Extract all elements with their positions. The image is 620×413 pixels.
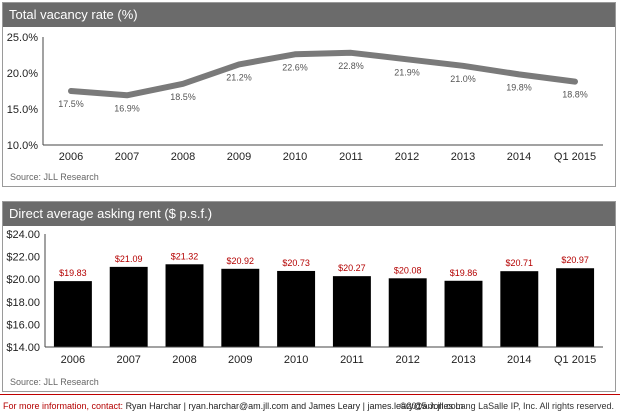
vacancy-x-tick-label: 2007 xyxy=(115,151,139,163)
rent-chart-panel: Direct average asking rent ($ p.s.f.) $1… xyxy=(2,201,616,392)
rent-bar xyxy=(221,268,260,347)
vacancy-chart-panel: Total vacancy rate (%) 10.0% 15.0% 20.0% 25… xyxy=(2,2,616,187)
vacancy-x-tick-label: 2014 xyxy=(507,151,531,163)
vacancy-x-tick-label: 2013 xyxy=(451,151,475,163)
vacancy-x-tick-label: Q1 2015 xyxy=(554,151,596,163)
rent-y-tick-label: $22.00 xyxy=(6,252,40,264)
rent-data-label: $20.92 xyxy=(227,256,255,266)
vacancy-x-tick-label: 2011 xyxy=(339,151,363,163)
rent-y-tick-label: $14.00 xyxy=(6,342,40,354)
vacancy-line-chart: 10.0% 15.0% 20.0% 25.0% 17.5% 2006 16.9% 2007 18… xyxy=(7,32,603,163)
rent-x-tick-label: 2010 xyxy=(284,354,308,366)
rent-x-tick-label: 2008 xyxy=(172,354,196,366)
footer-contact-names: Ryan Harchar | ryan.harchar@am.jll.com a… xyxy=(125,401,464,411)
rent-x-tick-label: 2012 xyxy=(395,354,419,366)
rent-bar xyxy=(556,268,595,347)
vacancy-data-label: 19.8% xyxy=(506,82,532,92)
vacancy-data-label: 21.0% xyxy=(450,74,476,84)
vacancy-data-label: 21.2% xyxy=(226,72,252,82)
rent-x-tick-label: 2007 xyxy=(116,354,140,366)
rent-bar xyxy=(165,264,204,347)
rent-bar xyxy=(109,266,148,347)
rent-y-tick-label: $24.00 xyxy=(6,229,40,241)
rent-chart-title: Direct average asking rent ($ p.s.f.) xyxy=(3,202,615,226)
footer-copyright: ©2015 Jones Lang LaSalle IP, Inc. All ri… xyxy=(399,401,614,411)
rent-x-tick-label: 2009 xyxy=(228,354,252,366)
vacancy-y-tick-label: 20.0% xyxy=(7,68,38,80)
rent-x-tick-label: 2014 xyxy=(507,354,531,366)
vacancy-y-tick-label: 15.0% xyxy=(7,104,38,116)
rent-data-label: $19.86 xyxy=(450,268,478,278)
footer-contact: For more information, contact: Ryan Harc… xyxy=(3,399,463,413)
vacancy-x-tick-label: 2008 xyxy=(171,151,195,163)
vacancy-y-tick-label: 25.0% xyxy=(7,32,38,44)
rent-x-tick-label: Q1 2015 xyxy=(554,354,596,366)
vacancy-x-tick-label: 2006 xyxy=(59,151,83,163)
rent-y-tick-label: $18.00 xyxy=(6,297,40,309)
rent-x-tick-label: 2006 xyxy=(61,354,85,366)
footer-contact-prefix: For more information, contact: xyxy=(3,401,124,411)
vacancy-series-line xyxy=(68,49,578,99)
vacancy-x-tick-label: 2009 xyxy=(227,151,251,163)
rent-bar xyxy=(388,278,427,347)
vacancy-data-label: 18.5% xyxy=(170,92,196,102)
rent-data-label: $21.32 xyxy=(171,251,199,261)
rent-data-label: $21.09 xyxy=(115,254,143,264)
vacancy-x-tick-label: 2010 xyxy=(283,151,307,163)
rent-y-tick-label: $16.00 xyxy=(6,319,40,331)
footer: For more information, contact: Ryan Harc… xyxy=(0,399,620,413)
rent-y-tick-label: $20.00 xyxy=(6,274,40,286)
rent-data-label: $20.73 xyxy=(282,258,310,268)
rent-x-tick-label: 2011 xyxy=(340,354,364,366)
vacancy-data-label: 21.9% xyxy=(394,67,420,77)
vacancy-data-label: 22.8% xyxy=(338,61,364,71)
vacancy-data-label: 16.9% xyxy=(114,103,140,113)
vacancy-source-note: Source: JLL Research xyxy=(10,172,99,182)
rent-bar xyxy=(53,281,92,347)
vacancy-chart-title: Total vacancy rate (%) xyxy=(3,3,615,27)
rent-bar xyxy=(277,270,316,347)
rent-bar xyxy=(444,280,483,347)
rent-bar xyxy=(332,276,371,347)
vacancy-y-tick-label: 10.0% xyxy=(7,140,38,152)
rent-data-label: $20.27 xyxy=(338,263,366,273)
rent-data-label: $20.97 xyxy=(561,255,589,265)
rent-data-label: $20.71 xyxy=(506,258,534,268)
rent-data-label: $20.08 xyxy=(394,265,422,275)
vacancy-x-tick-label: 2012 xyxy=(395,151,419,163)
rent-bar-chart: $14.00 $16.00 $18.00 $20.00 $22.00 $24.00 $19.… xyxy=(6,229,603,366)
vacancy-data-label: 22.6% xyxy=(282,62,308,72)
rent-source-note: Source: JLL Research xyxy=(10,377,99,387)
vacancy-data-label: 18.8% xyxy=(562,90,588,100)
rent-bar xyxy=(500,271,539,347)
footer-divider xyxy=(0,394,620,395)
rent-x-tick-label: 2013 xyxy=(451,354,475,366)
rent-data-label: $19.83 xyxy=(59,268,87,278)
vacancy-data-label: 17.5% xyxy=(58,99,84,109)
